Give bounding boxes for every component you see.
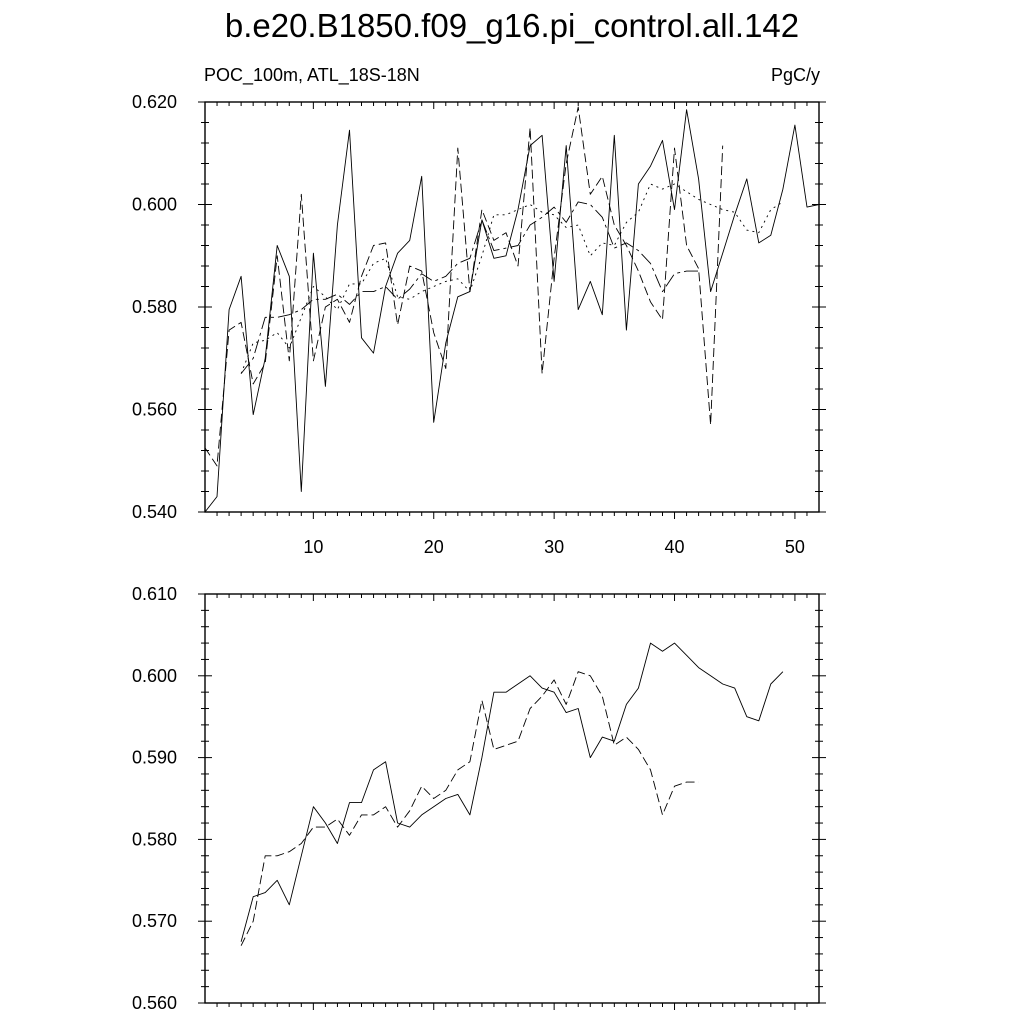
series-line-long-dash <box>240 201 699 374</box>
y-tick-label: 0.600 <box>132 666 177 686</box>
x-tick-label: 50 <box>785 537 805 557</box>
y-tick-label: 0.580 <box>132 297 177 317</box>
x-tick-label: 20 <box>424 537 444 557</box>
x-tick-label: 30 <box>544 537 564 557</box>
plot-frame <box>204 101 820 513</box>
left-subtitle: POC_100m, ATL_18S-18N <box>204 65 420 85</box>
x-tick-label: 10 <box>303 537 323 557</box>
y-tick-label: 0.570 <box>132 911 177 931</box>
x-tick-label: 40 <box>665 537 685 557</box>
chart-title: b.e20.B1850.f09_g16.pi_control.all.142 <box>224 7 800 44</box>
series-line-dashed <box>204 106 724 467</box>
bottom-panel: 0.560 0.570 0.580 0.590 0.600 0.610 <box>132 584 826 1013</box>
y-tick-label: 0.540 <box>132 502 177 522</box>
series-line-solid <box>240 642 784 942</box>
plot-frame <box>204 593 820 1004</box>
top-panel: 0.540 0.560 0.580 0.600 0.620 10 20 30 40 50 <box>132 92 826 557</box>
right-subtitle: PgC/y <box>770 65 820 85</box>
series-line-dashed <box>240 671 699 946</box>
y-tick-label: 0.620 <box>132 92 177 112</box>
y-tick-label: 0.580 <box>132 829 177 849</box>
series-line-solid <box>204 109 820 513</box>
series-line-dotted <box>240 183 784 374</box>
y-tick-label: 0.560 <box>132 400 177 420</box>
y-tick-label: 0.600 <box>132 195 177 215</box>
y-tick-label: 0.590 <box>132 748 177 768</box>
y-tick-label: 0.560 <box>132 993 177 1013</box>
y-tick-label: 0.610 <box>132 584 177 604</box>
